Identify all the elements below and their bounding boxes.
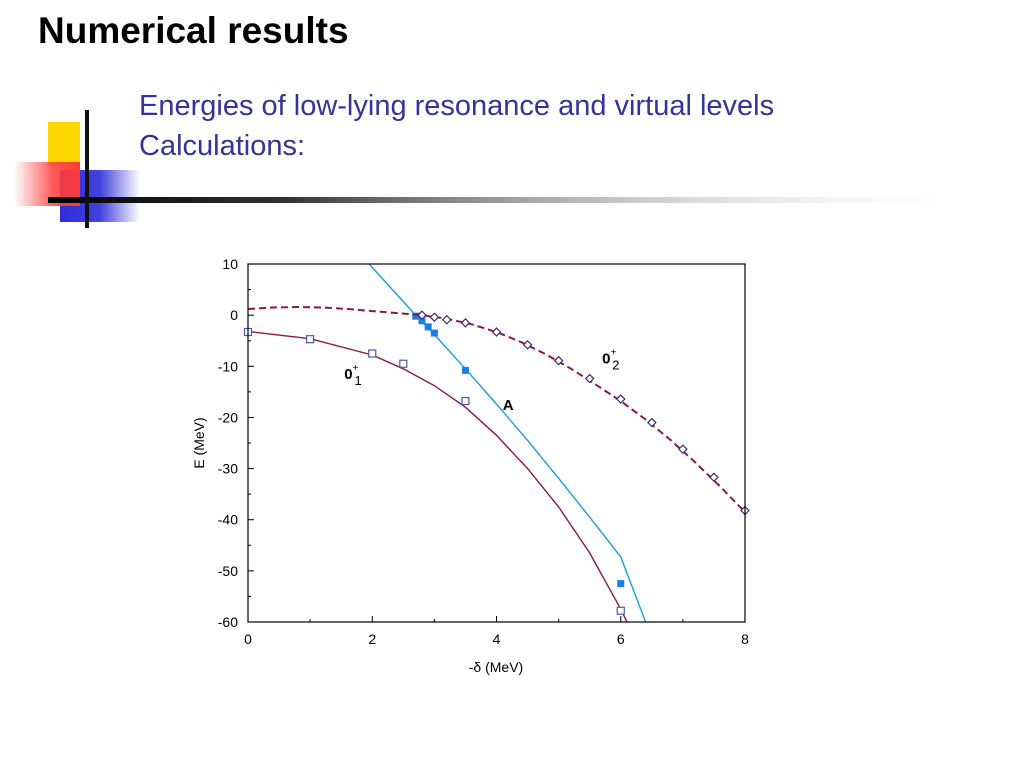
subtitle-line-2: Calculations:: [139, 130, 306, 162]
series-3-point: [678, 444, 688, 454]
x-tick-label: 6: [617, 631, 625, 647]
annotation-3: A: [503, 397, 514, 414]
series-3-point: [709, 472, 719, 483]
series-1-point: [399, 359, 408, 368]
energy-chart: 0 2 4 6 8 10 0 -10 -20 -30 -40 -50 -60 -δ (MeV) E (M…: [191, 256, 750, 675]
yellow-square: [48, 122, 80, 166]
series-3-point: [429, 312, 440, 323]
slide-decoration: [14, 110, 998, 228]
y-tick-label: -30: [218, 461, 238, 477]
series-2-point: [412, 312, 420, 320]
series-1-point: [368, 349, 377, 358]
series-1-point: [461, 396, 470, 406]
slide-title: Numerical results: [38, 10, 349, 51]
subtitle-line-1: Energies of low-lying resonance and virt…: [139, 90, 775, 122]
annotation-2: 0+ 2: [602, 348, 619, 373]
series-3-point: [417, 310, 427, 320]
y-axis-label: E (MeV): [191, 417, 207, 468]
series-3-line: [248, 305, 745, 513]
series-1-point: [306, 335, 315, 344]
series-3-point: [615, 394, 626, 404]
series-2-point: [430, 329, 438, 337]
series-3-point: [553, 355, 564, 366]
series-2-point: [424, 323, 432, 331]
series-2-point: [418, 317, 426, 325]
series-3-point: [584, 373, 595, 384]
series-3-point: [646, 417, 657, 428]
y-tick-label: 0: [230, 307, 238, 323]
plot-frame: [247, 263, 746, 623]
y-tick-label: 10: [222, 256, 238, 272]
y-tick-label: -20: [218, 409, 238, 425]
series-3-point: [491, 327, 502, 337]
x-tick-label: 4: [493, 631, 501, 647]
series-3-point: [522, 339, 533, 350]
annotation-1: 0+ 1: [344, 363, 361, 388]
series-2-point: [461, 366, 469, 374]
horizontal-rule: [48, 197, 998, 203]
series-3-point: [460, 317, 471, 328]
slide-subtitle: Energies of low-lying resonance and virt…: [139, 86, 774, 166]
vertical-rule: [85, 110, 89, 228]
x-axis-label: -δ (MeV): [469, 659, 523, 675]
y-tick-label: -50: [218, 563, 238, 579]
x-tick-label: 8: [741, 631, 749, 647]
series-1-line: [248, 330, 628, 622]
y-tick-label: -10: [218, 358, 238, 374]
series-2-point: [617, 580, 625, 588]
x-tick-label: 2: [368, 631, 376, 647]
y-tick-label: -40: [218, 512, 238, 528]
y-tick-label: -60: [218, 614, 238, 630]
series-3-point: [441, 314, 452, 325]
series-2-line: [368, 264, 647, 622]
series-1-point: [616, 606, 625, 615]
x-tick-label: 0: [244, 631, 252, 647]
